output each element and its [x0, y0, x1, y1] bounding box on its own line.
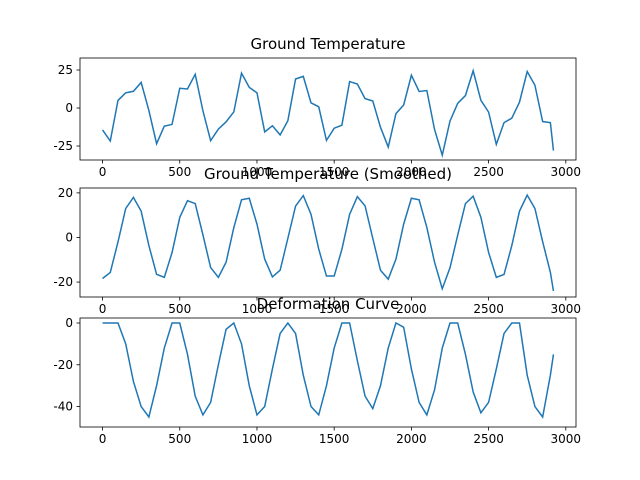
x-tick-label: 0: [99, 165, 107, 179]
y-tick-label: 20: [58, 186, 73, 200]
axes-frame: [79, 187, 577, 298]
x-tick-label: 500: [168, 302, 191, 316]
data-line: [102, 193, 555, 292]
x-tick-label: 1500: [319, 302, 350, 316]
x-tick-label: 500: [168, 432, 191, 446]
x-tick-label: 3000: [551, 432, 582, 446]
chart-title: Ground Temperature: [251, 35, 406, 53]
x-tick-label: 1000: [242, 302, 273, 316]
x-tick-label: 2000: [396, 302, 427, 316]
data-line: [101, 68, 555, 159]
x-tick-label: 500: [168, 165, 191, 179]
y-tick-label: 0: [65, 230, 73, 244]
axes-frame: [79, 57, 577, 161]
x-tick-label: 3000: [551, 165, 582, 179]
y-tick-label: -25: [53, 139, 73, 153]
y-tick-label: 0: [65, 316, 73, 330]
x-tick-label: 0: [99, 302, 107, 316]
x-tick-label: 1000: [242, 165, 273, 179]
x-tick-label: 0: [99, 432, 107, 446]
chart-title: Deformation Curve: [257, 295, 400, 313]
x-tick-label: 1000: [242, 432, 273, 446]
x-tick-label: 1500: [319, 165, 350, 179]
data-line: [102, 321, 555, 419]
x-tick-label: 2500: [473, 432, 504, 446]
x-tick-label: 3000: [551, 302, 582, 316]
x-tick-label: 2000: [396, 165, 427, 179]
y-tick-label: -20: [53, 358, 73, 372]
y-tick-label: 0: [65, 101, 73, 115]
y-tick-label: -20: [53, 275, 73, 289]
x-tick-label: 2500: [473, 302, 504, 316]
chart-title: Ground Temperature (Smoothed): [204, 165, 452, 183]
x-tick-label: 1500: [319, 432, 350, 446]
x-tick-label: 2000: [396, 432, 427, 446]
y-tick-label: -40: [53, 400, 73, 414]
y-tick-label: 25: [58, 63, 73, 77]
x-tick-label: 2500: [473, 165, 504, 179]
axes-frame: [79, 317, 577, 428]
